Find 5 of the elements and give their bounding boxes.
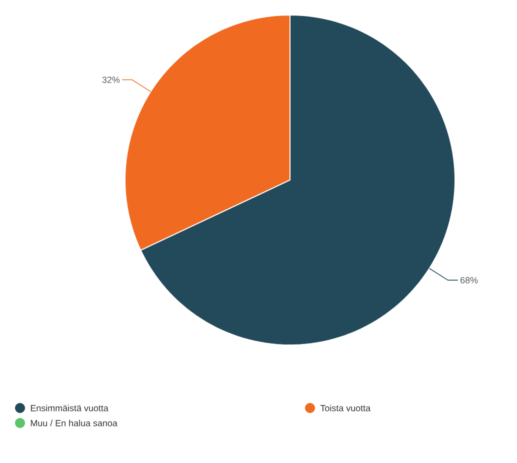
legend-label: Ensimmäistä vuotta: [30, 404, 108, 412]
legend-label: Muu / En halua sanoa: [30, 420, 118, 426]
data-label: 32%: [102, 76, 120, 83]
legend-label: Toista vuotta: [320, 404, 371, 412]
data-label: 68%: [460, 277, 478, 284]
